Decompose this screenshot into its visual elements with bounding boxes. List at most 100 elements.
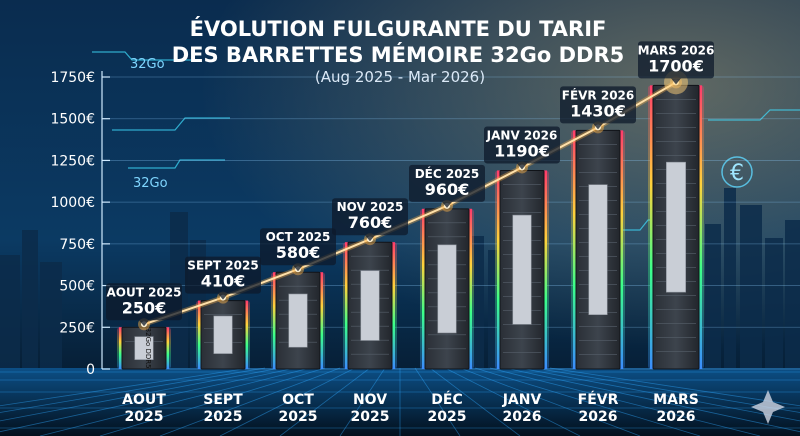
floor-ray-9 xyxy=(339,367,386,436)
euro-icon-circle xyxy=(721,156,753,188)
decor-tag-lower: 32Go xyxy=(133,176,168,191)
bar-7 xyxy=(571,129,625,370)
bar-5 xyxy=(420,208,474,370)
data-label-month: JANV 2026 xyxy=(486,128,558,142)
floor-ray-17 xyxy=(504,367,800,433)
data-label-value: 760€ xyxy=(348,213,393,232)
data-label-month: AOUT 2025 xyxy=(107,285,182,299)
building-1 xyxy=(22,230,38,369)
y-tick-label: 0 xyxy=(86,362,95,378)
bar-rgb-right xyxy=(544,170,547,369)
floor-ray-16 xyxy=(489,367,761,436)
data-label-pointer xyxy=(293,265,303,272)
x-tick-label: AOUT xyxy=(122,392,166,408)
circuit-line-2 xyxy=(128,159,225,169)
euro-icon: € xyxy=(730,161,744,186)
bar-label-sticker xyxy=(437,244,457,334)
data-label-box xyxy=(106,283,182,321)
bar-label-sticker xyxy=(666,161,686,293)
circuit-line-1 xyxy=(112,117,230,131)
bar-rgb-right xyxy=(699,85,702,369)
floor-ray-8 xyxy=(279,367,371,436)
floor-ray-0 xyxy=(0,367,251,407)
floor-ray-6 xyxy=(159,367,341,436)
x-tick-label: 2025 xyxy=(125,409,164,425)
data-label-pointer xyxy=(365,235,375,242)
floor-ray-7 xyxy=(219,367,356,436)
data-label-box xyxy=(638,41,714,79)
floor-ray-14 xyxy=(459,367,641,436)
data-label-value: 1190€ xyxy=(494,141,550,160)
x-tick-label: 2026 xyxy=(657,409,696,425)
data-label-month: MARS 2026 xyxy=(638,43,715,57)
bar-label-sticker xyxy=(512,214,532,325)
x-tick-label: OCT xyxy=(282,392,314,408)
floor xyxy=(0,368,800,436)
x-axis: AOUT2025SEPT2025OCT2025NOV2025DÉC2025JAN… xyxy=(122,391,699,425)
floor-ray-15 xyxy=(474,367,701,436)
floor-ray-5 xyxy=(99,367,326,436)
floor-ray-18 xyxy=(519,367,800,422)
bar-rgb-left xyxy=(273,272,276,369)
floor-ray-1 xyxy=(0,367,266,413)
bar-label-sticker xyxy=(360,270,380,341)
bar-rgb-right xyxy=(469,208,472,369)
data-label-pointer xyxy=(442,201,452,208)
bar-rgb-left xyxy=(497,170,500,369)
y-tick-label: 500€ xyxy=(59,279,95,295)
x-tick-label: 2025 xyxy=(428,409,467,425)
data-label-pointer xyxy=(218,293,228,300)
x-tick-label: DÉC xyxy=(431,391,462,408)
data-label-value: 580€ xyxy=(276,243,321,262)
data-label-pointer xyxy=(671,78,681,85)
floor-ray-20 xyxy=(549,367,800,407)
bar-3 xyxy=(271,271,325,370)
bar-rgb-left xyxy=(119,327,122,369)
x-tick-label: NOV xyxy=(353,392,387,408)
building-11 xyxy=(785,220,800,369)
floor-grid xyxy=(0,367,800,436)
x-tick-label: SEPT xyxy=(203,392,243,408)
x-tick-label: 2026 xyxy=(503,409,542,425)
bar-6 xyxy=(495,169,549,370)
bar-rgb-left xyxy=(650,85,653,369)
data-label-month: FÉVR 2026 xyxy=(562,87,635,102)
y-tick-label: 1750€ xyxy=(50,70,95,86)
x-tick-label: MARS xyxy=(653,392,699,408)
y-tick-label: 1500€ xyxy=(50,112,95,128)
circuit-line-3 xyxy=(708,109,800,121)
floor-ray-13 xyxy=(444,367,581,436)
stick-text: 32Go DDR5 xyxy=(144,328,152,369)
data-label-box xyxy=(484,126,560,164)
data-label-value: 410€ xyxy=(201,272,246,291)
bar-label-sticker xyxy=(134,336,154,360)
bar-1: 32Go DDR5 xyxy=(117,326,171,370)
building-9 xyxy=(740,205,762,369)
data-label-value: 250€ xyxy=(122,298,167,317)
bar-rgb-right xyxy=(166,327,169,369)
data-label-box xyxy=(260,228,336,266)
data-label-pointer xyxy=(517,163,527,170)
x-tick-label: 2026 xyxy=(579,409,618,425)
decor-tag-upper: 32Go xyxy=(130,57,165,72)
x-tick-label: 2025 xyxy=(204,409,243,425)
floor-ray-19 xyxy=(534,367,800,413)
floor-ray-4 xyxy=(39,367,311,436)
data-label-box xyxy=(185,256,261,294)
bar-rgb-left xyxy=(345,242,348,369)
bar-label-sticker xyxy=(588,184,608,315)
data-label-pointer xyxy=(139,320,149,327)
bar-rgb-right xyxy=(620,130,623,369)
building-0 xyxy=(0,255,20,369)
data-label-box xyxy=(409,164,485,202)
bar-rgb-right xyxy=(245,300,248,369)
data-label-month: OCT 2025 xyxy=(266,230,331,244)
building-2 xyxy=(40,262,62,369)
subtitle: (Aug 2025 - Mar 2026) xyxy=(315,68,485,86)
x-tick-label: JANV xyxy=(502,392,542,408)
floor-ray-11 xyxy=(414,367,461,436)
data-label-pointer xyxy=(593,123,603,130)
floor-ray-2 xyxy=(0,367,281,422)
